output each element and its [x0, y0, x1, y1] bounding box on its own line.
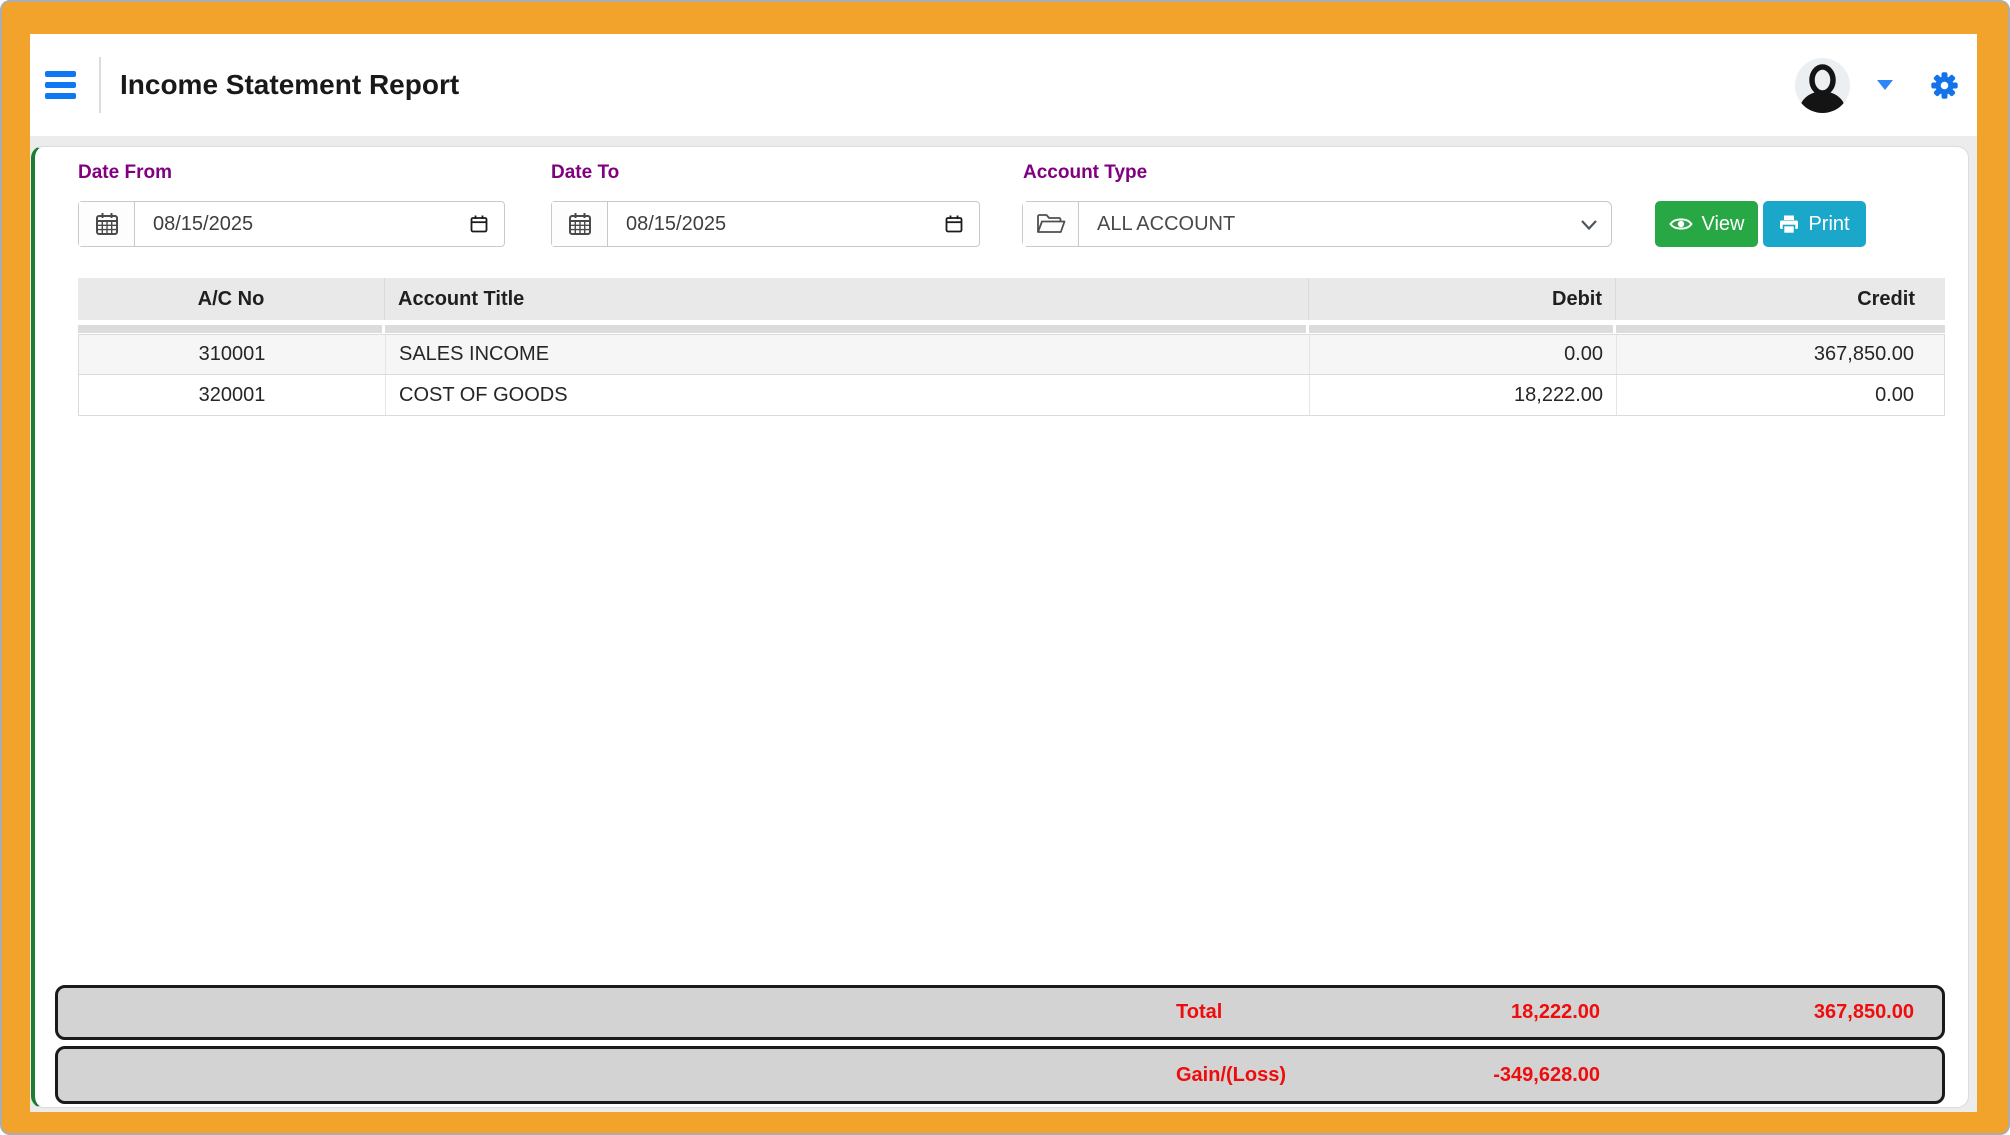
cell-credit: 367,850.00 — [1813, 343, 1914, 365]
page-background: Income Statement Report — [30, 34, 1977, 1112]
hamburger-menu-icon[interactable] — [45, 66, 76, 104]
table-spacer-row — [78, 325, 1945, 333]
page-title: Income Statement Report — [120, 69, 460, 100]
gain-loss-value: -349,628.00 — [1493, 1063, 1600, 1086]
account-type-group: ALL ACCOUNT — [1022, 201, 1612, 247]
person-icon — [1795, 57, 1850, 113]
print-button-label: Print — [1808, 212, 1850, 235]
calendar-icon — [79, 202, 135, 246]
table-header-row: A/C No Account Title Debit Credit — [78, 278, 1945, 320]
caret-down-icon[interactable] — [1877, 80, 1893, 90]
date-to-field-wrap — [608, 202, 979, 246]
eye-icon — [1668, 218, 1693, 230]
income-statement-table: A/C No Account Title Debit Credit 310001… — [78, 278, 1945, 416]
cell-acno: 320001 — [79, 375, 386, 415]
gain-loss-row: Gain/(Loss) -349,628.00 — [55, 1046, 1945, 1104]
report-panel: Date From Date To Account Type — [31, 146, 1969, 1108]
chevron-down-icon — [1580, 218, 1598, 236]
total-row: Total 18,222.00 367,850.00 — [55, 985, 1945, 1040]
table-row[interactable]: 310001 SALES INCOME 0.00 367,850.00 — [78, 334, 1945, 375]
date-from-input[interactable] — [153, 212, 504, 236]
user-avatar[interactable] — [1795, 57, 1850, 113]
cell-title: COST OF GOODS — [386, 375, 1310, 415]
gear-icon[interactable] — [1931, 71, 1958, 99]
printer-icon — [1780, 215, 1799, 234]
date-to-input[interactable] — [626, 212, 979, 236]
header-actions — [1795, 57, 1977, 113]
col-header-debit: Debit — [1309, 278, 1616, 320]
total-label: Total — [1176, 1001, 1223, 1023]
folder-open-icon — [1023, 202, 1079, 246]
col-header-credit: Credit — [1857, 287, 1915, 310]
header-divider — [99, 57, 101, 113]
calendar-icon — [552, 202, 608, 246]
col-header-title: Account Title — [385, 278, 1309, 320]
gain-loss-label: Gain/(Loss) — [1176, 1063, 1287, 1086]
cell-debit: 18,222.00 — [1310, 375, 1617, 415]
cell-debit: 0.00 — [1310, 335, 1617, 374]
print-button[interactable]: Print — [1763, 201, 1866, 247]
account-type-value: ALL ACCOUNT — [1097, 212, 1236, 235]
datepicker-icon[interactable] — [469, 214, 489, 239]
table-row[interactable]: 320001 COST OF GOODS 18,222.00 0.00 — [78, 375, 1945, 416]
datepicker-icon[interactable] — [944, 214, 964, 239]
date-from-group — [78, 201, 505, 247]
total-debit: 18,222.00 — [1511, 1001, 1600, 1023]
view-button[interactable]: View — [1655, 201, 1758, 247]
view-button-label: View — [1701, 212, 1745, 235]
cell-credit: 0.00 — [1875, 383, 1914, 406]
total-credit: 367,850.00 — [1813, 1001, 1914, 1023]
date-to-group — [551, 201, 980, 247]
cell-title: SALES INCOME — [386, 335, 1310, 374]
cell-acno: 310001 — [79, 335, 386, 374]
date-from-label: Date From — [78, 162, 172, 183]
date-to-label: Date To — [551, 162, 620, 183]
account-type-label: Account Type — [1023, 162, 1148, 183]
account-type-select[interactable]: ALL ACCOUNT — [1079, 202, 1611, 246]
date-from-field-wrap — [135, 202, 504, 246]
top-bar: Income Statement Report — [30, 34, 1977, 136]
col-header-acno: A/C No — [78, 278, 385, 320]
